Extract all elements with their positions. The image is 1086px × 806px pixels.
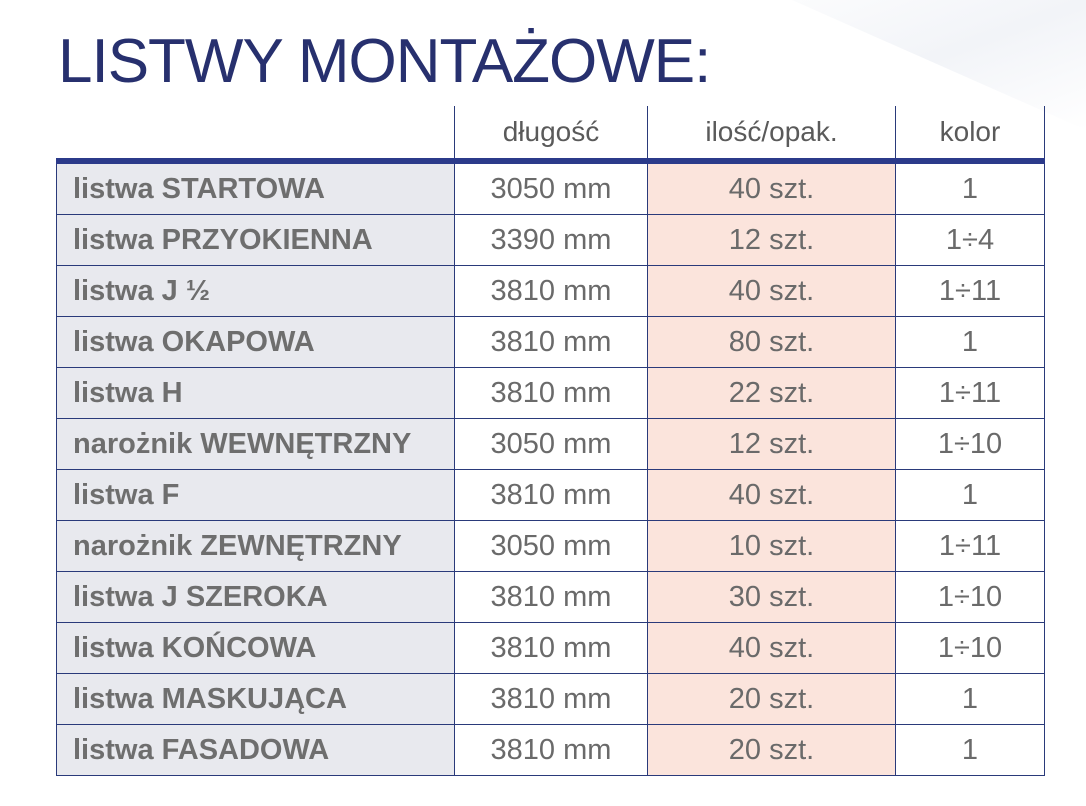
row-length-cell: 3810 mm bbox=[454, 367, 648, 419]
row-name-cell: listwa KOŃCOWA bbox=[56, 622, 455, 674]
row-length-cell: 3810 mm bbox=[454, 571, 648, 623]
table-row: listwa OKAPOWA 3810 mm 80 szt. 1 bbox=[56, 316, 1045, 368]
table-row: listwa PRZYOKIENNA 3390 mm 12 szt. 1÷4 bbox=[56, 214, 1045, 266]
row-color-cell: 1 bbox=[895, 316, 1045, 368]
row-length-cell: 3810 mm bbox=[454, 265, 648, 317]
row-name-cell: listwa J SZEROKA bbox=[56, 571, 455, 623]
products-table: długość ilość/opak. kolor listwa STARTOW… bbox=[56, 106, 1045, 776]
row-quantity-cell: 10 szt. bbox=[647, 520, 896, 572]
row-quantity-cell: 40 szt. bbox=[647, 469, 896, 521]
table-row: listwa F 3810 mm 40 szt. 1 bbox=[56, 469, 1045, 521]
row-length-cell: 3050 mm bbox=[454, 520, 648, 572]
table-row: listwa FASADOWA 3810 mm 20 szt. 1 bbox=[56, 724, 1045, 776]
row-name-cell: listwa H bbox=[56, 367, 455, 419]
row-length-cell: 3810 mm bbox=[454, 622, 648, 674]
row-color-cell: 1÷10 bbox=[895, 571, 1045, 623]
row-color-cell: 1 bbox=[895, 160, 1045, 215]
row-name-cell: listwa F bbox=[56, 469, 455, 521]
row-name-cell: listwa MASKUJĄCA bbox=[56, 673, 455, 725]
row-color-cell: 1÷4 bbox=[895, 214, 1045, 266]
row-color-cell: 1 bbox=[895, 469, 1045, 521]
table-row: listwa MASKUJĄCA 3810 mm 20 szt. 1 bbox=[56, 673, 1045, 725]
row-color-cell: 1÷11 bbox=[895, 265, 1045, 317]
table-header-row: długość ilość/opak. kolor bbox=[56, 106, 1045, 164]
row-quantity-cell: 22 szt. bbox=[647, 367, 896, 419]
row-name-cell: listwa OKAPOWA bbox=[56, 316, 455, 368]
header-quantity: ilość/opak. bbox=[647, 106, 896, 164]
row-quantity-cell: 20 szt. bbox=[647, 673, 896, 725]
row-quantity-cell: 20 szt. bbox=[647, 724, 896, 776]
page-title: LISTWY MONTAŻOWE: bbox=[58, 27, 711, 96]
table-row: listwa J ½ 3810 mm 40 szt. 1÷11 bbox=[56, 265, 1045, 317]
row-color-cell: 1÷10 bbox=[895, 622, 1045, 674]
table-row: narożnik WEWNĘTRZNY 3050 mm 12 szt. 1÷10 bbox=[56, 418, 1045, 470]
row-color-cell: 1÷11 bbox=[895, 367, 1045, 419]
row-quantity-cell: 30 szt. bbox=[647, 571, 896, 623]
header-blank-cell bbox=[56, 106, 455, 164]
row-name-cell: narożnik WEWNĘTRZNY bbox=[56, 418, 455, 470]
row-quantity-cell: 80 szt. bbox=[647, 316, 896, 368]
row-quantity-cell: 12 szt. bbox=[647, 418, 896, 470]
row-quantity-cell: 12 szt. bbox=[647, 214, 896, 266]
table-row: narożnik ZEWNĘTRZNY 3050 mm 10 szt. 1÷11 bbox=[56, 520, 1045, 572]
row-length-cell: 3810 mm bbox=[454, 316, 648, 368]
row-quantity-cell: 40 szt. bbox=[647, 622, 896, 674]
table-body: listwa STARTOWA 3050 mm 40 szt. 1 listwa PRZ… bbox=[56, 160, 1045, 776]
row-quantity-cell: 40 szt. bbox=[647, 265, 896, 317]
row-quantity-cell: 40 szt. bbox=[647, 160, 896, 215]
header-length: długość bbox=[454, 106, 648, 164]
row-color-cell: 1÷11 bbox=[895, 520, 1045, 572]
row-color-cell: 1 bbox=[895, 724, 1045, 776]
row-length-cell: 3390 mm bbox=[454, 214, 648, 266]
row-length-cell: 3810 mm bbox=[454, 469, 648, 521]
header-color: kolor bbox=[895, 106, 1045, 164]
row-color-cell: 1 bbox=[895, 673, 1045, 725]
row-name-cell: listwa FASADOWA bbox=[56, 724, 455, 776]
row-length-cell: 3810 mm bbox=[454, 673, 648, 725]
row-length-cell: 3050 mm bbox=[454, 418, 648, 470]
row-name-cell: listwa PRZYOKIENNA bbox=[56, 214, 455, 266]
row-name-cell: narożnik ZEWNĘTRZNY bbox=[56, 520, 455, 572]
table-row: listwa KOŃCOWA 3810 mm 40 szt. 1÷10 bbox=[56, 622, 1045, 674]
row-name-cell: listwa STARTOWA bbox=[56, 160, 455, 215]
row-length-cell: 3050 mm bbox=[454, 160, 648, 215]
row-color-cell: 1÷10 bbox=[895, 418, 1045, 470]
table-row: listwa H 3810 mm 22 szt. 1÷11 bbox=[56, 367, 1045, 419]
row-length-cell: 3810 mm bbox=[454, 724, 648, 776]
table-row: listwa STARTOWA 3050 mm 40 szt. 1 bbox=[56, 160, 1045, 215]
table-row: listwa J SZEROKA 3810 mm 30 szt. 1÷10 bbox=[56, 571, 1045, 623]
row-name-cell: listwa J ½ bbox=[56, 265, 455, 317]
